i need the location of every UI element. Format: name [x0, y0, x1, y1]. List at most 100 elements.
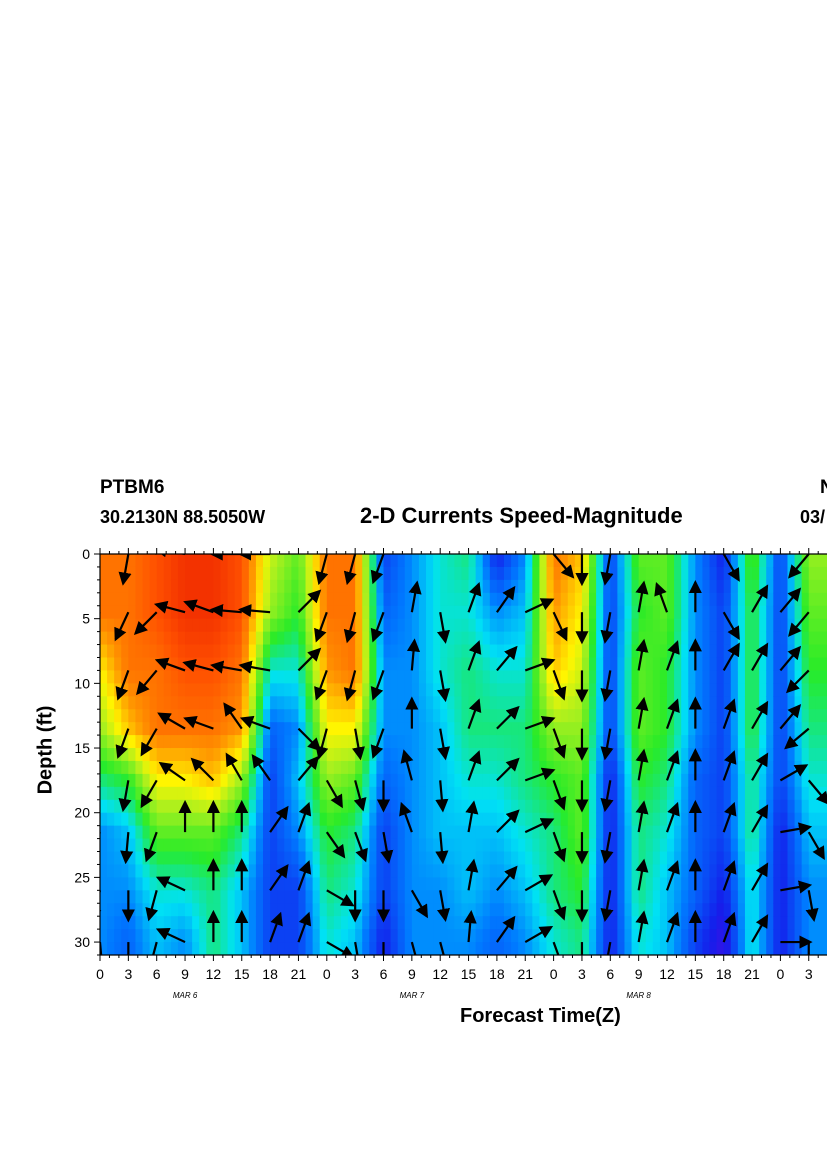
heat-cell [270, 670, 278, 684]
heat-cell [560, 592, 569, 607]
heat-cell [277, 748, 285, 762]
heat-cell [581, 929, 590, 943]
heat-cell [518, 760, 526, 775]
heat-cell [596, 916, 604, 930]
heat-cell [277, 631, 285, 646]
heat-cell [248, 592, 257, 607]
heat-cell [263, 799, 271, 814]
heat-cell [156, 644, 165, 659]
heat-cell [170, 890, 179, 904]
heat-cell [107, 605, 115, 620]
current-arrow [152, 941, 158, 955]
heat-cell [426, 696, 434, 710]
current-arrow [635, 800, 649, 833]
heat-cell [192, 566, 200, 581]
heat-cell [759, 929, 767, 943]
heat-cell [185, 773, 193, 788]
current-arrow [635, 748, 649, 781]
heat-cell [461, 657, 470, 672]
heat-cell [709, 773, 718, 788]
heat-cell [688, 838, 696, 853]
heat-cell [716, 838, 725, 853]
heat-cell [248, 657, 257, 672]
heat-cell [440, 554, 448, 568]
heat-cell [170, 760, 179, 775]
heat-cell [766, 786, 774, 801]
heat-cell [468, 618, 477, 633]
heat-cell [560, 696, 569, 710]
heat-cell [121, 838, 129, 853]
heat-cell [567, 942, 576, 955]
heat-cell [220, 864, 229, 878]
heat-cell [581, 799, 590, 814]
heat-cell [567, 916, 576, 930]
heat-cell [433, 631, 441, 646]
heat-cell [447, 786, 455, 801]
heat-cell [532, 799, 541, 814]
heat-cell [744, 825, 753, 840]
heat-cell [107, 864, 115, 878]
heat-cell [220, 722, 229, 736]
current-arrow [807, 779, 827, 806]
heat-cell [447, 605, 455, 620]
heat-cell [411, 877, 420, 891]
heat-cell [511, 566, 519, 581]
heat-cell [808, 631, 817, 646]
heat-cell [489, 657, 498, 672]
heat-cell [383, 735, 392, 749]
heat-cell [560, 838, 569, 853]
heat-cell [114, 916, 122, 930]
heat-cell [475, 890, 484, 904]
heat-cell [815, 760, 824, 775]
current-arrow [351, 728, 365, 761]
heat-cell [163, 566, 172, 581]
heat-cell [822, 773, 827, 788]
heat-cell [362, 760, 370, 775]
heat-cell [681, 554, 689, 568]
heat-cell [567, 709, 576, 723]
heat-cell [241, 799, 250, 814]
heat-cell [213, 605, 222, 620]
heat-cell [716, 929, 725, 943]
heat-cell [589, 760, 597, 775]
heat-cell [213, 618, 222, 633]
heat-cell [645, 877, 654, 891]
current-arrow [665, 911, 680, 943]
heat-cell [291, 722, 300, 736]
heat-cell [752, 579, 760, 594]
heat-cell [305, 903, 314, 917]
heat-cell [681, 851, 689, 866]
x-tick-label: 0 [777, 966, 785, 982]
heat-cell [723, 851, 732, 866]
heat-cell [100, 709, 108, 723]
heat-cell [603, 657, 611, 672]
heat-cell [128, 683, 137, 697]
heat-cell [652, 709, 661, 723]
axes: 0 3 6 9 12 15 18 21 0 3 6 9 12 15 18 21 0 3 6 9 12 15 18 21 0 3MA… [74, 546, 827, 1000]
heat-cell [376, 929, 385, 943]
heat-cell [454, 812, 463, 827]
heat-cell [291, 890, 300, 904]
heat-cell [291, 760, 300, 775]
heat-cell [263, 657, 271, 672]
heat-cell [489, 825, 498, 840]
heat-cell [142, 838, 151, 853]
current-arrow [524, 715, 556, 730]
heat-cell [652, 670, 661, 684]
heat-cell [426, 877, 434, 891]
heat-cell [766, 877, 774, 891]
heat-cell [589, 554, 597, 568]
heat-cell [518, 618, 526, 633]
x-tick-label: 3 [805, 966, 813, 982]
heat-cell [560, 735, 569, 749]
heat-cell [213, 838, 222, 853]
heat-cell [128, 566, 137, 581]
heat-cell [270, 903, 278, 917]
heat-cell [376, 864, 385, 878]
heat-cell [560, 554, 569, 568]
heat-cell [589, 566, 597, 581]
heat-cell [270, 735, 278, 749]
heat-cell [489, 696, 498, 710]
heat-cell [539, 825, 548, 840]
heat-cell [610, 812, 618, 827]
